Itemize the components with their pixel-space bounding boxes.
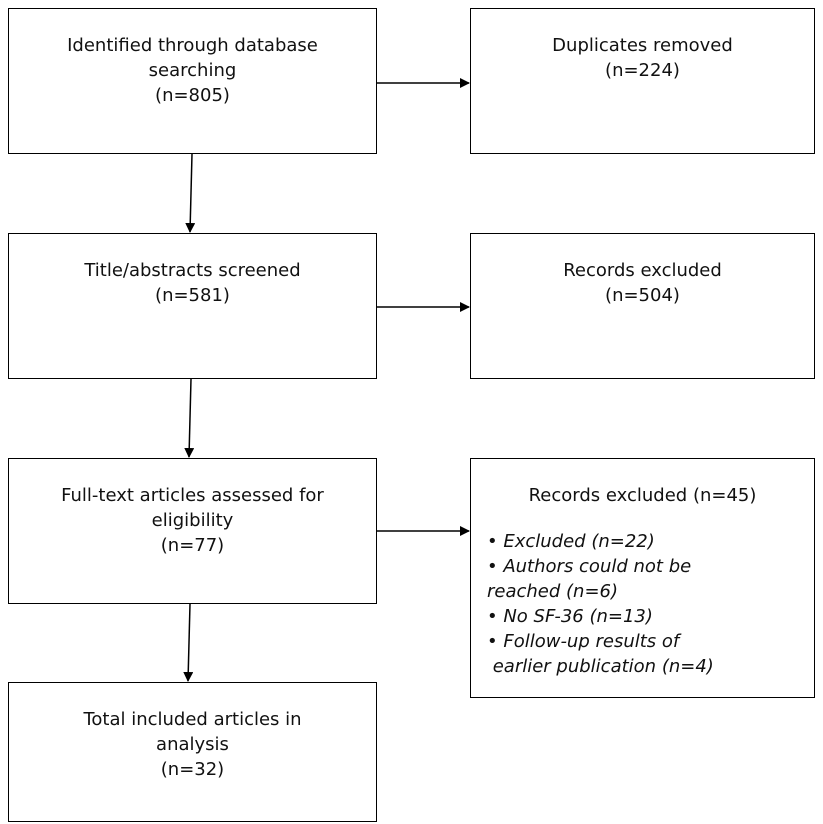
excluded2-title-text: Records excluded (n=45) [528, 485, 757, 506]
screened-text: Title/abstracts screened (n=581) [9, 258, 376, 308]
fulltext-line-2: eligibility [151, 510, 234, 531]
excluded1-count: (n=504) [605, 285, 680, 306]
included-line-1: Total included articles in [83, 709, 302, 730]
identified-count: (n=805) [155, 85, 230, 106]
fulltext-line-1: Full-text articles assessed for [61, 485, 324, 506]
arrow-fulltext-to-included [183, 603, 194, 682]
duplicates-count: (n=224) [605, 60, 680, 81]
arrow-screened-to-fulltext [184, 378, 195, 458]
excluded1-text: Records excluded (n=504) [471, 258, 814, 308]
identified-box: Identified through database searching (n… [8, 8, 377, 154]
exclusion-reason-1: • Excluded (n=22) [487, 531, 655, 552]
excluded1-line-1: Records excluded [563, 260, 722, 281]
exclusion-reason-4a: • Follow-up results of [487, 631, 680, 652]
excluded1-box: Records excluded (n=504) [470, 233, 815, 379]
exclusion-reason-4b: earlier publication (n=4) [487, 656, 714, 677]
arrow-identified-to-screened [185, 153, 196, 233]
exclusion-reason-3: • No SF-36 (n=13) [487, 606, 653, 627]
exclusion-reason-2a: • Authors could not be [487, 556, 692, 577]
fulltext-box: Full-text articles assessed for eligibil… [8, 458, 377, 604]
fulltext-count: (n=77) [160, 535, 225, 556]
duplicates-line-1: Duplicates removed [552, 35, 733, 56]
included-box: Total included articles in analysis (n=3… [8, 682, 377, 822]
included-line-2: analysis [156, 734, 229, 755]
screened-box: Title/abstracts screened (n=581) [8, 233, 377, 379]
screened-line-1: Title/abstracts screened [84, 260, 301, 281]
excluded2-title: Records excluded (n=45) [471, 483, 814, 508]
included-text: Total included articles in analysis (n=3… [9, 707, 376, 782]
duplicates-text: Duplicates removed (n=224) [471, 33, 814, 83]
excluded2-box: Records excluded (n=45) • Excluded (n=22… [470, 458, 815, 698]
identified-line-2: searching [148, 60, 237, 81]
duplicates-box: Duplicates removed (n=224) [470, 8, 815, 154]
screened-count: (n=581) [155, 285, 230, 306]
identified-text: Identified through database searching (n… [9, 33, 376, 108]
exclusion-reasons-list: • Excluded (n=22) • Authors could not be… [487, 529, 806, 679]
identified-line-1: Identified through database [67, 35, 318, 56]
included-count: (n=32) [160, 759, 225, 780]
exclusion-reason-2b: reached (n=6) [487, 581, 619, 602]
fulltext-text: Full-text articles assessed for eligibil… [9, 483, 376, 558]
